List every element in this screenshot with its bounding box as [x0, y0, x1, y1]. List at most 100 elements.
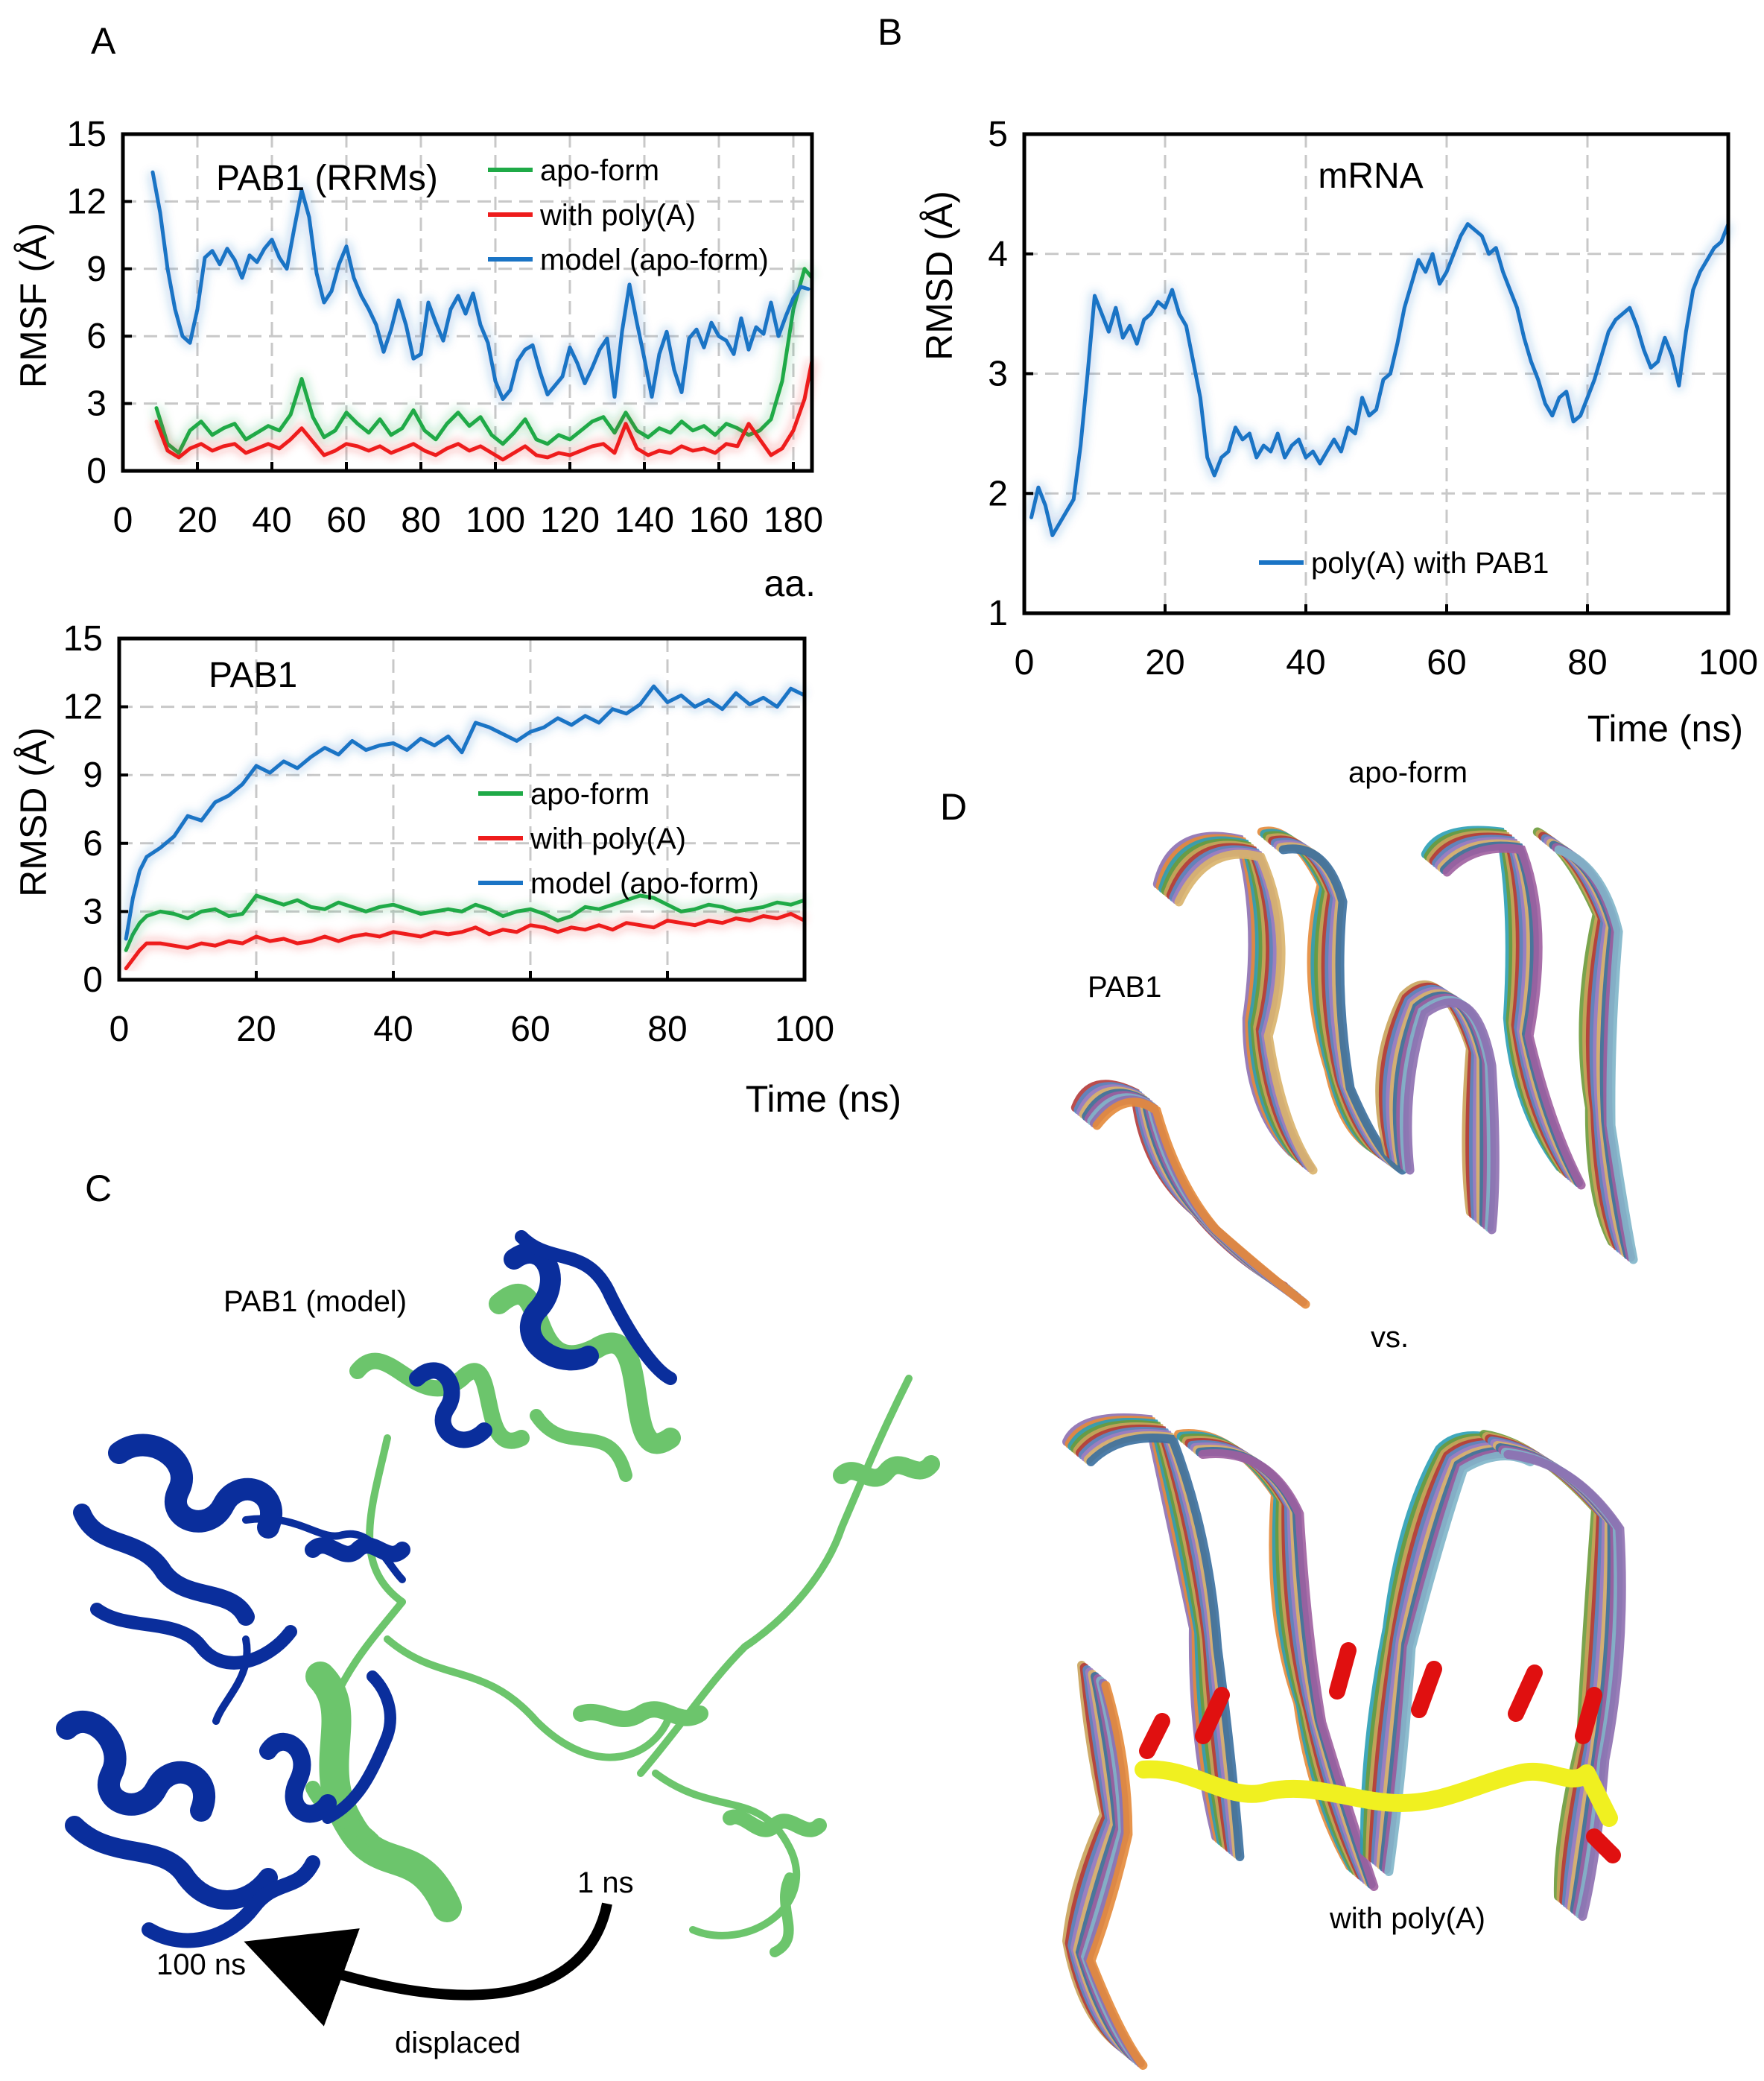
legend-label: with poly(A)	[539, 199, 696, 232]
ensemble-bottom-label: with poly(A)	[1329, 1902, 1485, 1935]
tick-label-x: 100	[466, 501, 525, 540]
tick-label-x: 60	[510, 1010, 550, 1049]
structure-end-state	[56, 1230, 677, 1948]
tick-label-x: 100	[1698, 643, 1758, 682]
tick-label-x: 80	[647, 1010, 687, 1049]
series-line-apo-form	[154, 267, 814, 455]
tick-label-x: 0	[110, 1010, 130, 1049]
series-line-poly-a-with-pab1	[1029, 222, 1730, 537]
legend-label: model (apo-form)	[530, 867, 759, 900]
ensemble-apo-form	[1070, 826, 1638, 1309]
tick-label-x: 120	[540, 501, 600, 540]
tick-label-x: 40	[252, 501, 291, 540]
series-line-apo-form	[124, 893, 807, 952]
y-axis-label: RMSD (Å)	[13, 727, 54, 897]
ensemble-strand	[1174, 849, 1318, 1175]
ensemble-strand	[1442, 843, 1586, 1190]
series-glow	[121, 681, 808, 940]
tick-label-x: 80	[1567, 643, 1607, 682]
legend-label: apo-form	[540, 154, 659, 187]
series-line-with-poly-a-	[154, 358, 814, 462]
tick-label-y: 2	[988, 474, 1008, 513]
panel-letter-b: B	[878, 11, 902, 53]
arrow-label: displaced	[395, 2027, 521, 2059]
polya-bases	[1139, 1642, 1621, 1863]
time-end-label: 100 ns	[156, 1948, 246, 1981]
chart-title: PAB1	[209, 656, 297, 695]
tick-label-x: 60	[1427, 643, 1466, 682]
series-glow	[151, 359, 817, 465]
ensemble-strand	[1086, 1434, 1245, 1861]
displacement-arrow	[244, 1902, 612, 2027]
chart-title: mRNA	[1318, 156, 1423, 196]
polya-backbone	[1135, 1760, 1618, 1827]
ensemble-protein-label: PAB1	[1088, 971, 1161, 1004]
tick-label-x: 60	[326, 501, 366, 540]
tick-label-x: 40	[1286, 643, 1325, 682]
ensemble-strand	[1278, 844, 1407, 1175]
tick-label-y: 9	[83, 756, 103, 795]
y-axis-label: RMSF (Å)	[13, 223, 54, 388]
series-glow	[147, 171, 810, 405]
series-line-with-poly-a-	[124, 912, 807, 971]
legend-label: model (apo-form)	[540, 244, 769, 276]
tick-label-y: 6	[86, 317, 107, 356]
ensemble-top-label: apo-form	[1348, 756, 1468, 789]
tick-label-x: 40	[373, 1010, 413, 1049]
ensemble-strand	[1384, 1451, 1535, 1876]
polya-ligand	[1135, 1642, 1621, 1863]
legend-label: apo-form	[530, 778, 650, 811]
tick-label-x: 160	[689, 501, 749, 540]
ensemble-strand	[1085, 1681, 1148, 2070]
tick-label-x: 20	[1145, 643, 1184, 682]
ensemble-strand	[1198, 1449, 1379, 1891]
tick-label-y: 6	[83, 824, 103, 864]
tick-label-y: 15	[63, 619, 103, 659]
x-axis-label: Time (ns)	[746, 1078, 901, 1120]
structure-label: PAB1 (model)	[223, 1285, 407, 1318]
tick-label-y: 3	[83, 892, 103, 931]
rmsd-pab1-chart: 0 20 40 60 80 100 0 3 6 9 12 15 PAB1 Time (ns) RMSD (Å…	[13, 619, 901, 1120]
tick-label-x: 20	[177, 501, 217, 540]
ensemble-strand	[1403, 998, 1500, 1235]
ensemble-vs-label: vs.	[1371, 1321, 1409, 1354]
ensemble-illustration: apo-form PAB1 vs. with poly(A)	[1062, 756, 1638, 2070]
tick-label-x: 0	[113, 501, 133, 540]
tick-label-x: 80	[401, 501, 440, 540]
tick-label-y: 12	[67, 182, 107, 221]
tick-label-y: 3	[988, 355, 1008, 394]
series-glow	[1026, 218, 1733, 541]
tick-label-y: 1	[988, 594, 1008, 633]
plot-frame	[121, 132, 814, 473]
tick-label-y: 4	[988, 235, 1008, 274]
tick-label-x: 100	[775, 1010, 834, 1049]
chart-title: PAB1 (RRMs)	[216, 159, 438, 198]
tick-label-y: 15	[67, 115, 107, 154]
tick-label-y: 0	[86, 452, 107, 491]
tick-label-x: 0	[1015, 643, 1035, 682]
legend-label: poly(A) with PAB1	[1311, 547, 1549, 580]
rmsd-mrna-chart: 0 20 40 60 80 100 1 2 3 4 5 mRNA Time (ns) RMSD (Å) po…	[919, 115, 1758, 750]
y-axis-label: RMSD (Å)	[919, 191, 960, 361]
tick-label-y: 12	[63, 688, 103, 727]
time-start-label: 1 ns	[577, 1866, 634, 1899]
panel-letter-a: A	[91, 20, 116, 62]
tick-label-y: 3	[86, 384, 107, 424]
x-axis-label: Time (ns)	[1587, 708, 1743, 750]
tick-label-x: 140	[615, 501, 674, 540]
ensemble-strand	[1092, 1097, 1310, 1309]
tick-label-x: 180	[764, 501, 823, 540]
structure-start-state	[305, 1284, 940, 1957]
tick-label-x: 20	[236, 1010, 276, 1049]
series-line-model-apo-form-	[124, 684, 807, 941]
tick-label-y: 5	[988, 115, 1008, 154]
structure-superposition-illustration: PAB1 (model) 1 ns 100 ns displaced	[56, 1230, 940, 2059]
x-axis-label: aa.	[764, 563, 816, 604]
series-line-model-apo-form-	[150, 170, 810, 402]
tick-label-y: 9	[86, 250, 107, 289]
legend-label: with poly(A)	[530, 823, 686, 855]
ensemble-strand	[1554, 845, 1638, 1264]
rmsf-chart: 0 20 40 60 80 100 120 140 160 180 0 3 6 9 12 15 PAB1 (RR…	[13, 115, 823, 604]
panel-letter-c: C	[85, 1168, 112, 1209]
